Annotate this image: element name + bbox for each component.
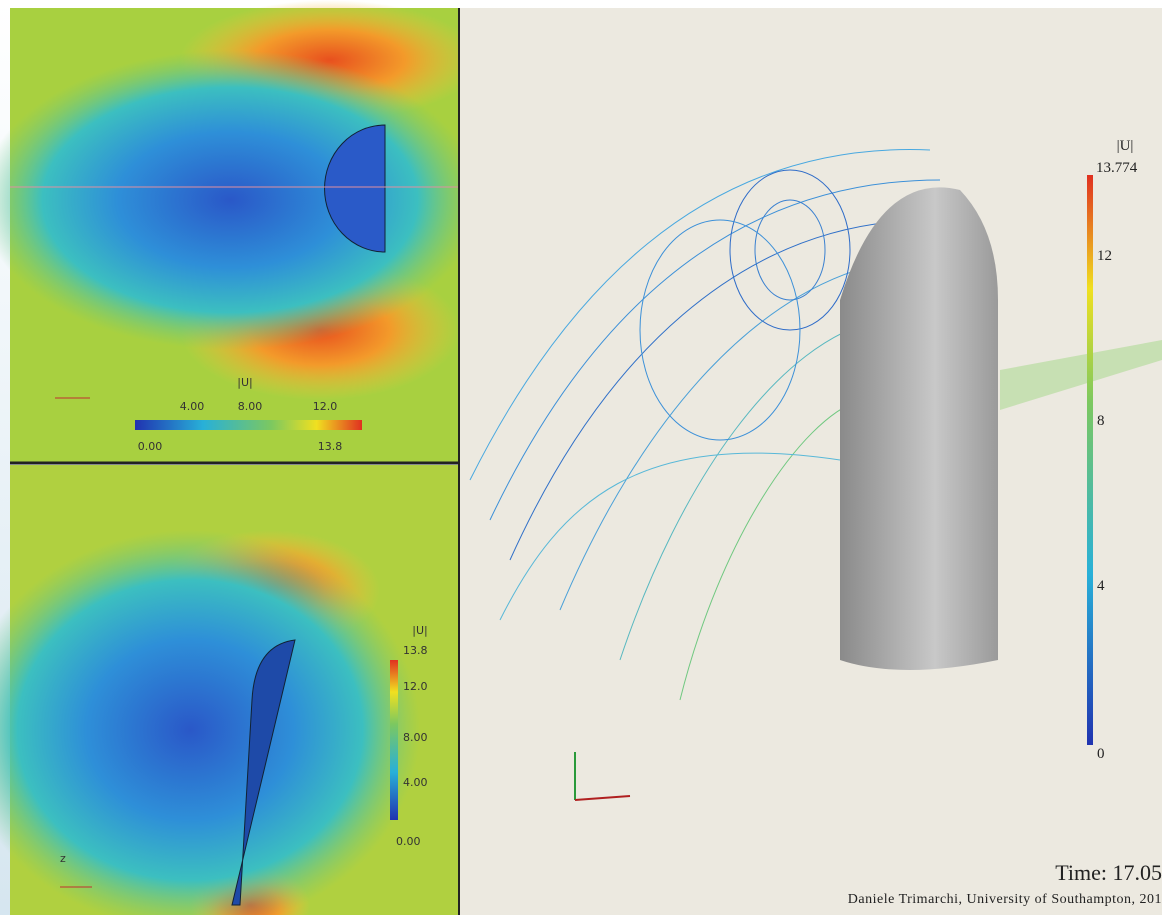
tick-label: 13.8 [403,644,428,657]
time-label: Time: 17.05 [1055,860,1162,885]
max-label: 13.774 [1096,160,1138,176]
tick-label: 4.00 [403,776,428,789]
tick-label: 8.00 [403,731,428,744]
screenshot: |U| 4.00 8.00 12.0 0.00 13.8 |U| 13.8 12… [0,0,1162,915]
credit: Daniele Trimarchi, University of Southam… [848,892,1162,907]
legend-title: |U| [237,376,252,389]
tick-label: 12.0 [403,680,428,693]
right-panel: |U| 13.774 12 8 4 0 Time: 17.05 Daniele … [460,8,1162,915]
tick-label: 0 [1097,746,1105,762]
min-label: 0.00 [138,440,163,453]
legend-title: |U| [412,624,427,637]
tick-label: 4 [1097,578,1105,594]
tick-label: 12.0 [313,400,338,413]
max-label: 13.8 [318,440,343,453]
tick-label: 12 [1097,248,1112,264]
axis-label: z [60,852,66,865]
tick-label: 0.00 [396,835,421,848]
tick-label: 8 [1097,413,1105,429]
top-panel: |U| 4.00 8.00 12.0 0.00 13.8 [0,0,480,462]
page: |U| 4.00 8.00 12.0 0.00 13.8 |U| 13.8 12… [0,0,1162,915]
bottom-panel: |U| 13.8 12.0 8.00 4.00 0.00 z [0,465,458,915]
tick-label: 4.00 [180,400,205,413]
legend-title: |U| [1117,138,1134,154]
tick-label: 8.00 [238,400,263,413]
